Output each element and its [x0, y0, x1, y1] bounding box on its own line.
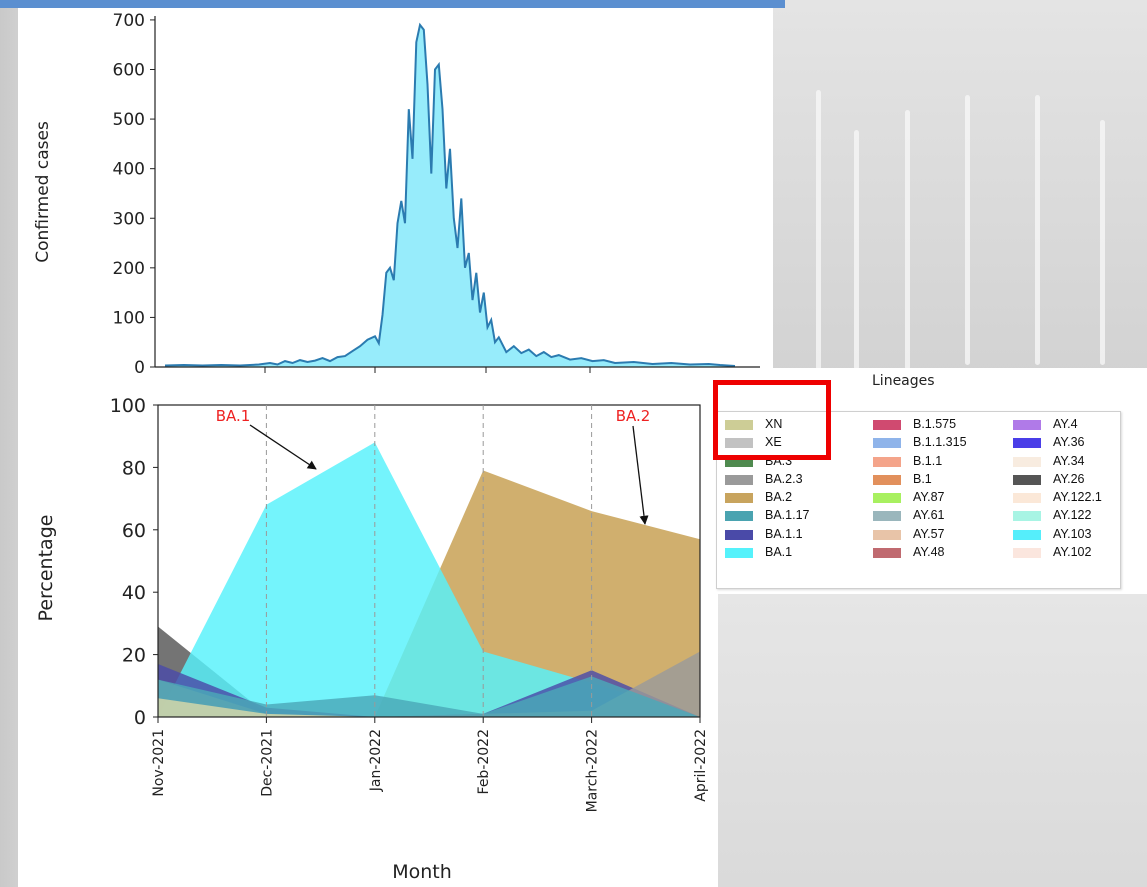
legend-label: XN	[765, 417, 783, 431]
slide-top-bar	[0, 0, 785, 8]
y-tick-label: 300	[113, 209, 145, 229]
background-streak	[905, 110, 910, 370]
background-streak	[1100, 120, 1105, 365]
legend-swatch	[1013, 438, 1041, 449]
legend-swatch	[1013, 548, 1041, 559]
legend-title: Lineages	[872, 373, 935, 389]
x-tick-label: March-2022	[585, 729, 601, 812]
legend-label: AY.122	[1053, 508, 1092, 523]
legend-label: AY.61	[913, 508, 945, 523]
y-tick-label: 100	[110, 395, 146, 417]
legend-swatch	[1013, 474, 1041, 485]
legend-swatch	[873, 493, 901, 504]
legend-label: BA.1.1	[765, 526, 803, 541]
legend-label: AY.57	[913, 526, 945, 541]
annotation-arrow-ba2	[632, 425, 649, 525]
legend-label: AY.103	[1053, 526, 1092, 541]
legend-swatch	[1013, 420, 1041, 430]
y-tick-label: 400	[113, 160, 145, 180]
legend-swatch	[873, 529, 901, 540]
annotation-arrow-ba1	[249, 424, 317, 470]
legend-swatch	[725, 511, 753, 522]
background-right	[770, 0, 1147, 380]
y-tick-label: 100	[113, 308, 145, 328]
y-tick-label: 200	[113, 259, 145, 279]
annotation-ba1: BA.1	[216, 407, 251, 425]
background-streak	[1035, 95, 1040, 365]
background-streak	[854, 130, 859, 370]
annotation-ba2: BA.2	[616, 407, 651, 425]
legend-label: XE	[765, 435, 782, 450]
legend-label: BA.2.3	[765, 471, 803, 486]
highlight-box	[713, 380, 831, 460]
legend-swatch	[725, 548, 753, 559]
legend-label: BA.2	[765, 490, 793, 505]
legend-swatch	[873, 511, 901, 522]
y-tick-label: 40	[122, 582, 146, 604]
legend-label: B.1.575	[913, 417, 957, 431]
x-tick-label: Jan-2022	[368, 729, 384, 792]
legend-swatch	[873, 474, 901, 485]
legend-swatch	[725, 438, 753, 449]
legend-swatch	[725, 420, 753, 430]
legend-swatch	[725, 456, 753, 467]
y-tick-label: 80	[122, 457, 146, 479]
cases-area	[165, 24, 735, 368]
series-area-XN	[158, 698, 700, 717]
legend-label: AY.87	[913, 490, 945, 505]
legend-label: B.1.1	[913, 453, 943, 468]
x-tick-label: Dec-2021	[259, 729, 275, 797]
cases-line	[164, 22, 736, 367]
legend-swatch	[725, 493, 753, 504]
y-tick-label: 20	[122, 645, 146, 667]
y-axis-label-percentage: Percentage	[35, 515, 57, 622]
lineage-legend: XN XE BA.3 BA.2.3 BA.2 BA.1.17 BA.1.1 BA.1 B.1.…	[716, 411, 1121, 589]
x-tick-label: Feb-2022	[476, 729, 492, 794]
x-tick-label: April-2022	[693, 729, 709, 802]
legend-label: BA.1.17	[765, 508, 810, 523]
legend-swatch	[873, 420, 901, 430]
y-tick-label: 700	[113, 11, 145, 31]
x-tick-label: Nov-2021	[151, 729, 167, 797]
legend-swatch	[873, 548, 901, 559]
y-tick-label: 60	[122, 520, 146, 542]
legend-label: AY.26	[1053, 471, 1085, 486]
legend-swatch	[873, 456, 901, 467]
legend-label: AY.34	[1053, 453, 1085, 468]
legend-label: B.1.1.315	[913, 435, 967, 450]
series-area-BA.1	[158, 442, 700, 717]
legend-label: B.1	[913, 471, 932, 486]
legend-swatch	[1013, 529, 1041, 540]
plot-frame	[157, 404, 701, 718]
legend-swatch	[1013, 511, 1041, 522]
y-tick-label: 500	[113, 110, 145, 130]
legend-swatch	[873, 438, 901, 449]
background-streak	[965, 95, 970, 365]
legend-label: AY.4	[1053, 417, 1078, 431]
background-right-lower	[700, 590, 1147, 887]
y-tick-label: 0	[134, 358, 145, 378]
legend-swatch	[725, 529, 753, 540]
legend-swatch	[1013, 456, 1041, 467]
series-area-BA.1.17	[158, 676, 700, 717]
legend-label: BA.1	[765, 545, 793, 560]
y-tick-label: 600	[113, 61, 145, 81]
x-axis-label: Month	[392, 861, 452, 883]
legend-label: AY.48	[913, 545, 945, 560]
legend-label: AY.36	[1053, 435, 1085, 450]
y-tick-label: 0	[134, 707, 146, 729]
background-streak	[816, 90, 821, 370]
legend-swatch	[1013, 493, 1041, 504]
y-axis-label-cases: Confirmed cases	[33, 121, 53, 263]
legend-label: AY.122.1	[1053, 490, 1102, 505]
legend-label: AY.102	[1053, 545, 1092, 560]
legend-swatch	[725, 474, 753, 485]
